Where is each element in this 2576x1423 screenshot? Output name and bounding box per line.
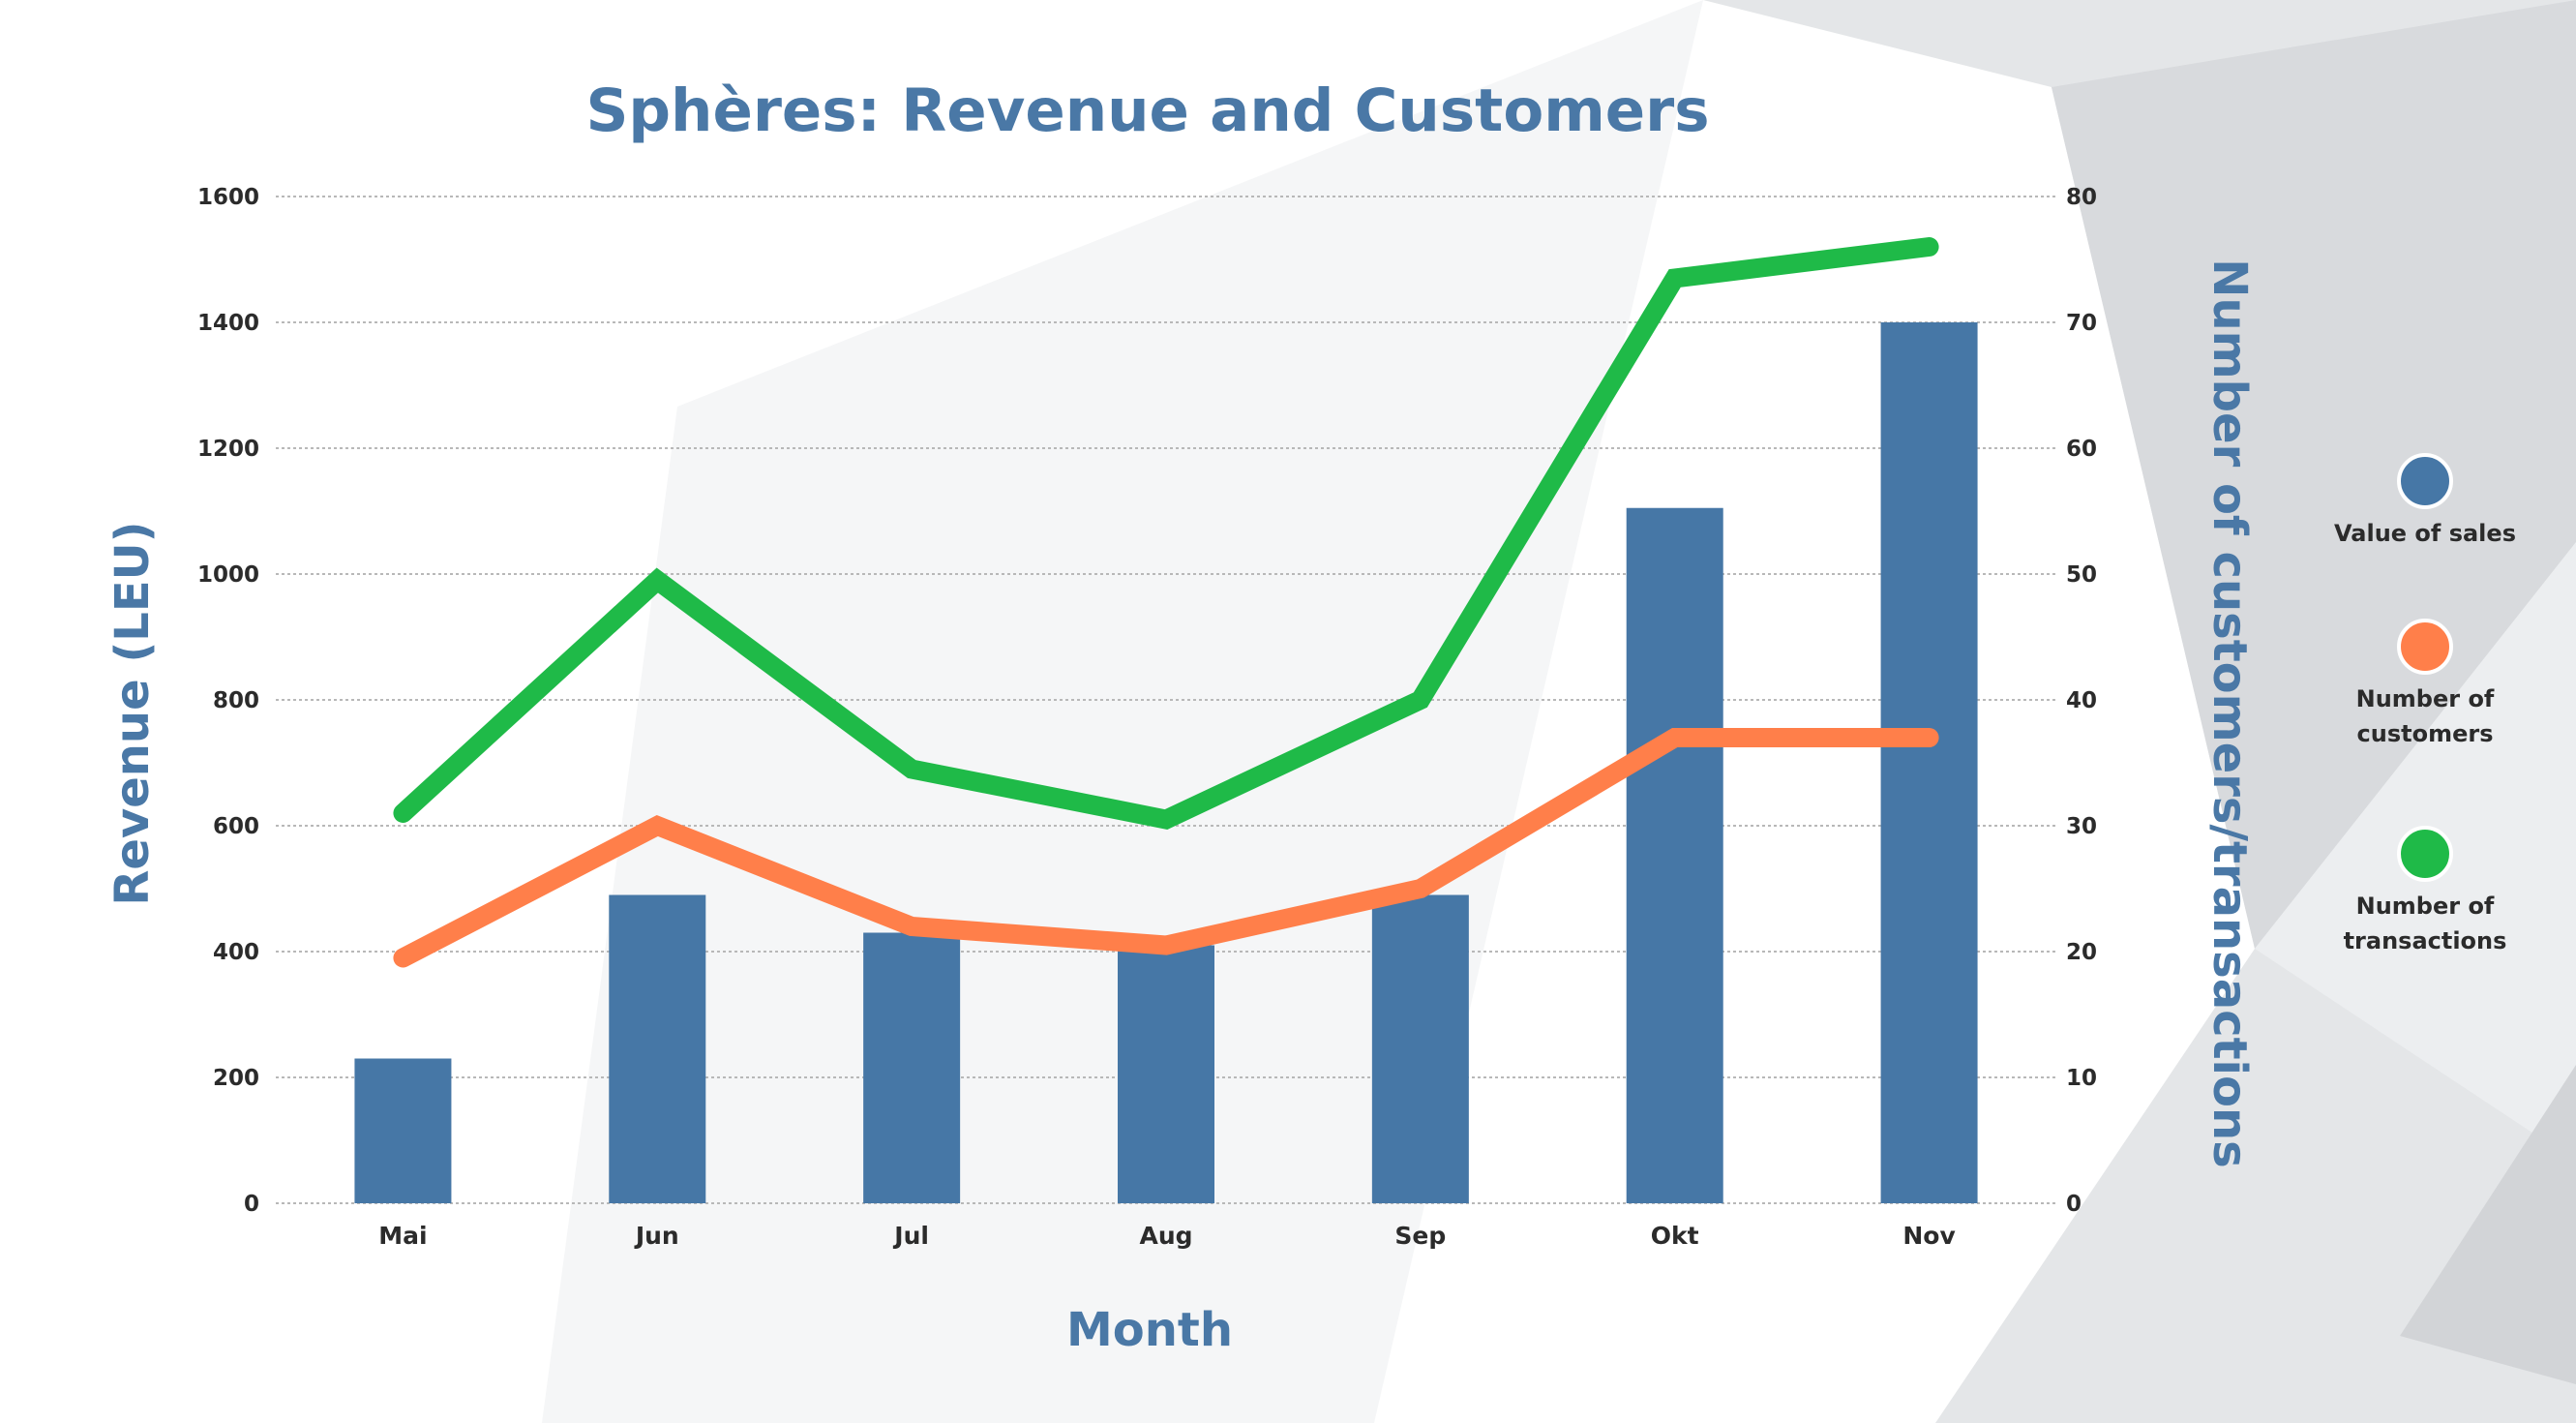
y-axis-ticks: 0 200 400 600 800 1000 1200 1400 1600 bbox=[197, 185, 259, 1217]
bar bbox=[863, 932, 961, 1203]
x-tick-label: Mai bbox=[378, 1222, 427, 1250]
y-tick-label: 1600 bbox=[197, 185, 259, 210]
x-tick-label: Okt bbox=[1651, 1222, 1699, 1250]
x-tick-label: Jul bbox=[892, 1222, 929, 1250]
y2-tick-label: 20 bbox=[2066, 940, 2097, 965]
bar bbox=[354, 1058, 452, 1203]
bar bbox=[1626, 507, 1723, 1203]
x-axis-ticks: Mai Jun Jul Aug Sep Okt Nov bbox=[378, 1222, 1956, 1250]
bar bbox=[609, 894, 706, 1203]
legend-marker bbox=[2397, 619, 2453, 675]
y-tick-label: 1200 bbox=[197, 437, 259, 462]
y2-tick-label: 30 bbox=[2066, 814, 2097, 839]
background-shape bbox=[542, 0, 1703, 1423]
y2-tick-label: 0 bbox=[2066, 1192, 2082, 1217]
x-tick-label: Nov bbox=[1902, 1222, 1955, 1250]
y2-tick-label: 50 bbox=[2066, 562, 2097, 588]
legend-label: Number of customers bbox=[2356, 685, 2495, 747]
y2-axis-ticks: 0 10 20 30 40 50 60 70 80 bbox=[2066, 185, 2097, 1217]
y2-tick-label: 10 bbox=[2066, 1066, 2097, 1091]
y-tick-label: 800 bbox=[213, 688, 259, 713]
legend-label: Number of transactions bbox=[2344, 893, 2507, 954]
y-tick-label: 600 bbox=[213, 814, 259, 839]
y-tick-label: 1400 bbox=[197, 311, 259, 336]
transactions-line bbox=[393, 237, 1939, 830]
legend-marker bbox=[2397, 453, 2453, 509]
y-tick-label: 0 bbox=[244, 1192, 259, 1217]
y-tick-label: 400 bbox=[213, 940, 259, 965]
customers-line bbox=[393, 728, 1939, 968]
bar bbox=[1880, 322, 1978, 1203]
legend-label: Value of sales bbox=[2334, 520, 2516, 547]
legend: Value of sales Number of customers Number o… bbox=[2334, 453, 2516, 954]
y-axis-title: Revenue (LEU) bbox=[105, 521, 160, 905]
x-axis-title: Month bbox=[1066, 1303, 1233, 1357]
background-shape bbox=[2400, 1065, 2576, 1384]
bar bbox=[1371, 894, 1469, 1203]
y-tick-label: 1000 bbox=[197, 562, 259, 588]
x-tick-label: Jun bbox=[634, 1222, 679, 1250]
background-shape bbox=[2052, 0, 2576, 949]
y2-tick-label: 70 bbox=[2066, 311, 2097, 336]
x-tick-label: Sep bbox=[1394, 1222, 1446, 1250]
bar-series bbox=[354, 322, 1978, 1203]
y-tick-label: 200 bbox=[213, 1066, 259, 1091]
bar bbox=[1118, 945, 1214, 1203]
y2-tick-label: 40 bbox=[2066, 688, 2097, 713]
chart-title: Sphères: Revenue and Customers bbox=[585, 76, 1709, 145]
x-tick-label: Aug bbox=[1139, 1222, 1192, 1250]
y2-tick-label: 60 bbox=[2066, 437, 2097, 462]
line-series bbox=[393, 237, 1939, 968]
y2-axis-title: Number of customers/transactions bbox=[2202, 258, 2257, 1167]
y2-tick-label: 80 bbox=[2066, 185, 2097, 210]
legend-marker bbox=[2397, 826, 2453, 882]
